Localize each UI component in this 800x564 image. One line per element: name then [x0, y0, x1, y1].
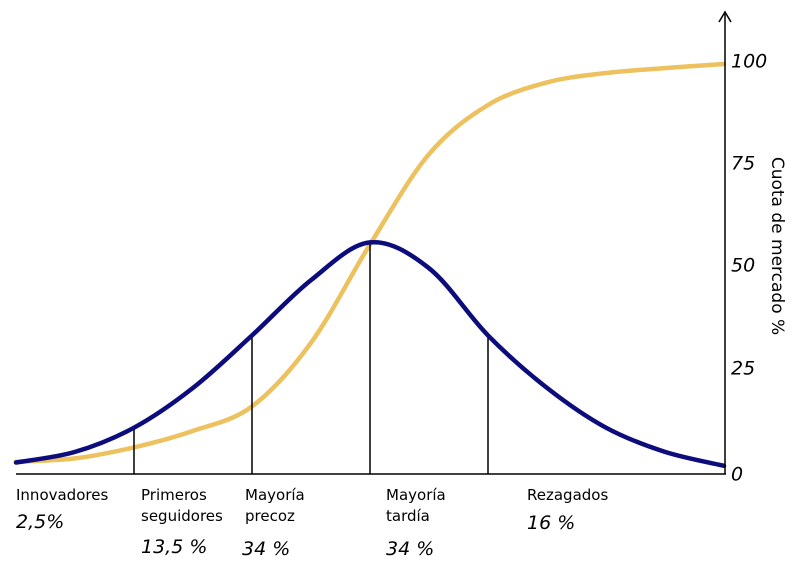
y-tick-label-0: 0 [731, 464, 743, 486]
segment-pct-mayoria-precoz: 34 % [242, 538, 290, 560]
y-tick-label-100: 100 [731, 51, 767, 73]
segment-name-rezagados: Rezagados [527, 486, 608, 504]
y-tick-label-25: 25 [731, 358, 755, 380]
y-axis-arrow-icon [718, 10, 732, 23]
segment-name-mayoria-precoz-line2: precoz [245, 507, 295, 525]
segment-name-mayoria-tardia-line2: tardía [386, 507, 430, 525]
segment-pct-primeros-seguidores: 13,5 % [141, 536, 207, 558]
segment-pct-mayoria-tardia: 34 % [386, 538, 434, 560]
segment-name-primeros-seguidores-line1: Primeros [141, 486, 207, 504]
segment-pct-rezagados: 16 % [527, 512, 575, 534]
y-tick-label-75: 75 [731, 153, 755, 175]
segment-name-primeros-seguidores-line2: seguidores [141, 507, 223, 525]
segment-dividers [133, 242, 489, 474]
y-axis-label: Cuota de mercado % [767, 157, 787, 335]
segment-pct-innovadores: 2,5% [16, 511, 64, 533]
segment-name-mayoria-precoz-line1: Mayoría [245, 486, 305, 504]
segment-name-innovadores: Innovadores [16, 486, 108, 504]
y-tick-label-50: 50 [731, 255, 755, 277]
adoption-bell-curve [13, 239, 727, 469]
segment-name-mayoria-tardia-line1: Mayoría [386, 486, 446, 504]
